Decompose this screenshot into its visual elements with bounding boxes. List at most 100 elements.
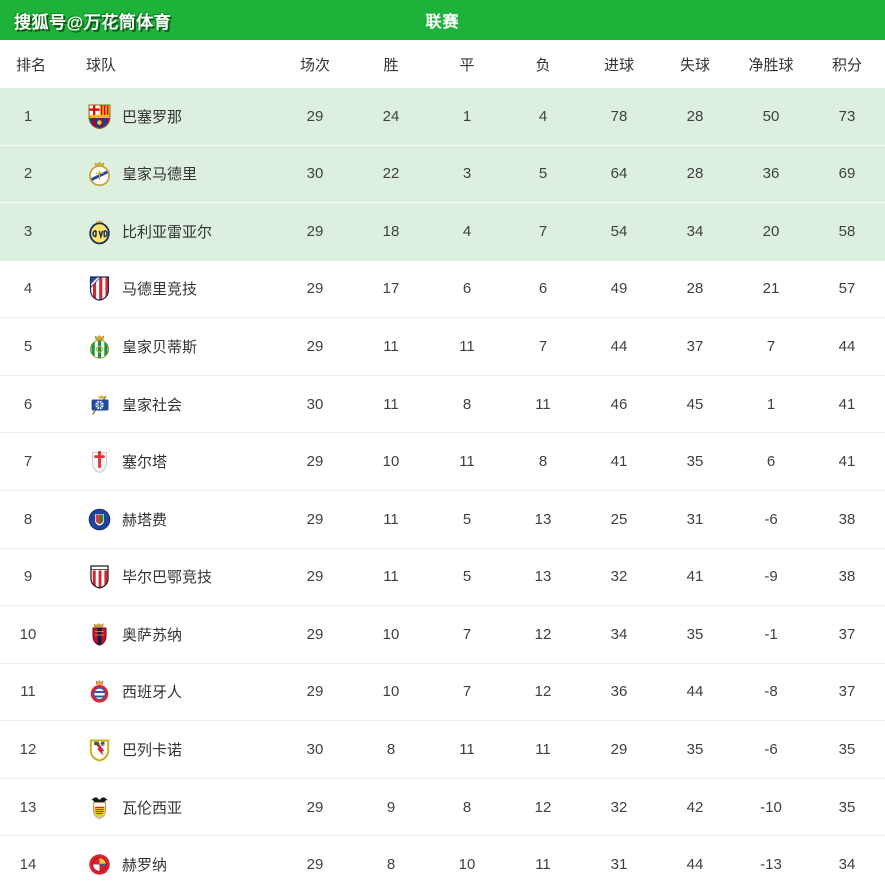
table-row[interactable]: 14 赫罗纳 29 8 10 11 31 44 -13 34 (0, 835, 885, 893)
goals-against-value: 28 (686, 107, 704, 125)
team-name: 比利亚雷亚尔 (122, 223, 213, 241)
wins-value: 11 (383, 510, 399, 528)
goals-for-value: 34 (610, 625, 628, 643)
played-value: 30 (306, 740, 324, 758)
goals-for-value: 78 (610, 107, 628, 125)
goal-diff-value: -10 (760, 798, 782, 816)
points-value: 35 (838, 798, 856, 816)
rank-value: 14 (19, 856, 37, 874)
goals-against-value: 28 (686, 165, 704, 183)
goals-for-value: 31 (610, 856, 628, 874)
team-cell: 塞尔塔 (56, 448, 277, 475)
goal-diff-value: -9 (764, 568, 778, 586)
team-logo-espanyol-icon (86, 678, 113, 705)
table-row[interactable]: 8 赫塔费 29 11 5 13 25 31 -6 38 (0, 489, 885, 548)
goals-for-value: 32 (610, 568, 628, 586)
losses-value: 5 (538, 165, 548, 183)
col-header-losses: 负 (535, 56, 551, 74)
losses-value: 11 (535, 740, 551, 758)
team-name: 瓦伦西亚 (122, 799, 183, 817)
goals-for-value: 32 (610, 798, 628, 816)
draws-value: 11 (459, 453, 475, 471)
col-header-goals-against: 失球 (679, 56, 710, 74)
draws-value: 7 (462, 683, 472, 701)
wins-value: 8 (386, 856, 396, 874)
table-row[interactable]: 5 皇家贝蒂斯 29 11 11 7 44 37 7 44 (0, 317, 885, 375)
points-value: 38 (838, 510, 856, 528)
team-logo-barcelona-icon (86, 103, 113, 130)
table-row[interactable]: 11 西班牙人 29 10 7 12 36 44 -8 37 (0, 662, 885, 721)
goals-against-value: 45 (686, 395, 704, 413)
table-row[interactable]: 10 奥萨苏纳 29 10 7 12 34 35 -1 37 (0, 605, 885, 663)
rank-value: 5 (23, 338, 33, 356)
goals-against-value: 35 (686, 453, 704, 471)
points-value: 38 (838, 568, 856, 586)
losses-value: 7 (538, 222, 548, 240)
team-name: 赫塔费 (122, 511, 168, 529)
goals-against-value: 44 (686, 683, 704, 701)
played-value: 29 (306, 798, 324, 816)
table-row[interactable]: 9 毕尔巴鄂竞技 29 11 5 13 32 41 -9 38 (0, 547, 885, 606)
played-value: 29 (306, 683, 324, 701)
draws-value: 6 (462, 280, 472, 298)
table-row[interactable]: 1 巴塞罗那 29 24 1 4 78 28 50 73 (0, 88, 885, 145)
rank-value: 6 (23, 395, 33, 413)
rank-value: 12 (19, 740, 37, 758)
draws-value: 4 (462, 222, 472, 240)
rank-value: 2 (23, 165, 33, 183)
team-logo-athletic-bilbao-icon (86, 563, 113, 590)
team-logo-villarreal-icon (86, 218, 113, 245)
team-cell: 马德里竞技 (56, 275, 277, 302)
rank-value: 8 (23, 510, 33, 528)
team-name: 西班牙人 (122, 684, 183, 702)
col-header-played: 场次 (299, 56, 330, 74)
goals-against-value: 31 (686, 510, 704, 528)
table-row[interactable]: 12 巴列卡诺 30 8 11 11 29 35 -6 35 (0, 720, 885, 778)
wins-value: 9 (386, 798, 396, 816)
goals-for-value: 29 (610, 740, 628, 758)
table-header-row: 排名 球队 场次 胜 平 负 进球 失球 净胜球 积分 (0, 40, 885, 88)
rank-value: 3 (23, 222, 33, 240)
team-name: 巴列卡诺 (122, 741, 183, 759)
team-cell: 赫罗纳 (56, 851, 277, 878)
played-value: 29 (306, 568, 324, 586)
goals-for-value: 46 (610, 395, 628, 413)
goal-diff-value: 20 (762, 222, 780, 240)
team-logo-real-betis-icon (86, 333, 113, 360)
wins-value: 17 (382, 280, 400, 298)
rank-value: 10 (19, 625, 37, 643)
wins-value: 11 (383, 395, 399, 413)
table-row[interactable]: 7 塞尔塔 29 10 11 8 41 35 6 41 (0, 432, 885, 490)
points-value: 35 (838, 740, 856, 758)
wins-value: 10 (382, 625, 400, 643)
draws-value: 7 (462, 625, 472, 643)
losses-value: 11 (535, 395, 551, 413)
goals-for-value: 25 (610, 510, 628, 528)
table-row[interactable]: 3 比利亚雷亚尔 29 18 4 7 54 34 20 58 (0, 202, 885, 260)
table-row[interactable]: 2 皇家马德里 30 22 3 5 64 28 36 69 (0, 144, 885, 203)
team-cell: 毕尔巴鄂竞技 (56, 563, 277, 590)
goal-diff-value: 36 (762, 165, 780, 183)
played-value: 30 (306, 165, 324, 183)
table-row[interactable]: 13 瓦伦西亚 29 9 8 12 32 42 -10 35 (0, 777, 885, 836)
played-value: 30 (306, 395, 324, 413)
team-logo-real-sociedad-icon (86, 391, 113, 418)
points-value: 41 (838, 453, 856, 471)
team-logo-getafe-icon (86, 506, 113, 533)
played-value: 29 (306, 107, 324, 125)
goals-for-value: 49 (610, 280, 628, 298)
goal-diff-value: -6 (764, 740, 778, 758)
table-row[interactable]: 6 皇家社会 30 11 8 11 46 45 1 41 (0, 374, 885, 433)
draws-value: 3 (462, 165, 472, 183)
losses-value: 13 (534, 568, 552, 586)
team-cell: 赫塔费 (56, 506, 277, 533)
draws-value: 11 (459, 740, 475, 758)
table-row[interactable]: 4 马德里竞技 29 17 6 6 49 28 21 57 (0, 259, 885, 318)
team-logo-valencia-icon (86, 794, 113, 821)
losses-value: 12 (534, 683, 552, 701)
draws-value: 11 (459, 338, 475, 356)
team-name: 皇家贝蒂斯 (122, 339, 198, 357)
goals-for-value: 64 (610, 165, 628, 183)
losses-value: 8 (538, 453, 548, 471)
points-value: 58 (838, 222, 856, 240)
